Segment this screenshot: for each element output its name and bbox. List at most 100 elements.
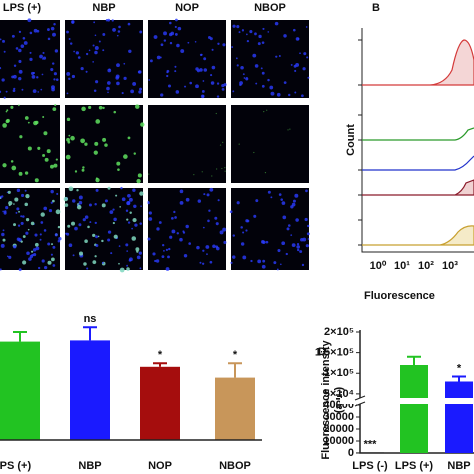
nucleus [71, 74, 76, 79]
nucleus [173, 210, 176, 214]
nucleus [183, 254, 188, 258]
nucleus [69, 42, 73, 45]
signal [137, 173, 142, 178]
nucleus [296, 245, 301, 249]
nucleus [140, 205, 142, 208]
nucleus [261, 240, 265, 244]
signal [126, 267, 130, 271]
nucleus [66, 30, 69, 34]
micrograph [65, 20, 143, 98]
nucleus [258, 34, 262, 39]
signal [135, 104, 140, 109]
nucleus [31, 75, 36, 79]
nucleus [163, 39, 167, 42]
nucleus [134, 223, 138, 227]
signal [148, 173, 150, 175]
bar [70, 340, 110, 440]
nucleus [232, 255, 236, 259]
signal [104, 143, 108, 147]
micrograph [231, 20, 309, 98]
signal [88, 105, 92, 110]
nucleus [219, 230, 224, 235]
signal [37, 146, 41, 150]
bar [356, 452, 384, 453]
signal [222, 141, 224, 143]
nucleus [52, 264, 56, 267]
nucleus [68, 38, 71, 41]
signal [68, 134, 71, 137]
nucleus [108, 68, 111, 71]
nucleus [189, 81, 193, 85]
nucleus [0, 268, 2, 271]
signal [113, 234, 118, 239]
nucleus [148, 79, 151, 81]
nucleus [206, 253, 208, 256]
bar [445, 381, 473, 453]
y-tick-label: 1×10⁵ [324, 367, 354, 379]
nucleus [167, 255, 170, 259]
nucleus [0, 38, 2, 41]
nucleus [169, 41, 173, 45]
signal [25, 217, 30, 222]
nucleus [37, 266, 41, 270]
nucleus [303, 52, 307, 56]
nucleus [301, 94, 304, 98]
nucleus [77, 56, 81, 59]
nucleus [257, 42, 261, 46]
signal [211, 175, 213, 177]
nucleus [292, 199, 296, 203]
nucleus [276, 92, 281, 97]
nucleus [245, 229, 248, 232]
nucleus [88, 49, 91, 52]
nucleus [160, 43, 164, 47]
nucleus [95, 244, 99, 247]
signal [118, 262, 120, 265]
nucleus [41, 73, 44, 76]
nucleus [107, 91, 109, 94]
signal [139, 191, 144, 196]
nucleus [2, 229, 5, 232]
nucleus [6, 255, 9, 258]
nucleus [270, 91, 275, 96]
nucleus [33, 253, 37, 257]
signal [66, 137, 70, 142]
signal [11, 165, 17, 171]
x-tick-label: LPS (+) [0, 460, 31, 472]
signal [22, 260, 27, 265]
axis [361, 28, 474, 253]
nucleus [217, 199, 220, 202]
nucleus [203, 68, 208, 72]
nucleus [305, 189, 308, 193]
bar [0, 341, 40, 440]
histogram [362, 225, 474, 246]
y-tick-label: 5×10⁴ [324, 388, 354, 400]
nucleus [174, 33, 178, 36]
nucleus [107, 18, 111, 22]
signal [87, 225, 90, 229]
signal [80, 138, 85, 144]
nucleus [286, 227, 290, 231]
nucleus [25, 231, 29, 235]
nucleus [170, 31, 175, 36]
nucleus [88, 203, 92, 207]
nucleus [211, 48, 214, 51]
nucleus [47, 37, 51, 41]
nucleus [139, 87, 143, 91]
nucleus [116, 81, 120, 86]
nucleus [89, 221, 92, 224]
signal [253, 151, 255, 154]
nucleus [196, 245, 200, 250]
signal [126, 218, 129, 221]
nucleus [222, 43, 226, 47]
nucleus [229, 210, 233, 214]
nucleus [169, 235, 173, 239]
nucleus [74, 226, 78, 231]
nucleus [54, 233, 58, 237]
nucleus [304, 217, 308, 222]
histogram [362, 127, 474, 141]
signal [55, 158, 58, 161]
nucleus [273, 261, 277, 265]
nucleus [175, 90, 180, 94]
axis-label: (a.u.) [333, 387, 345, 414]
signal [53, 163, 58, 168]
